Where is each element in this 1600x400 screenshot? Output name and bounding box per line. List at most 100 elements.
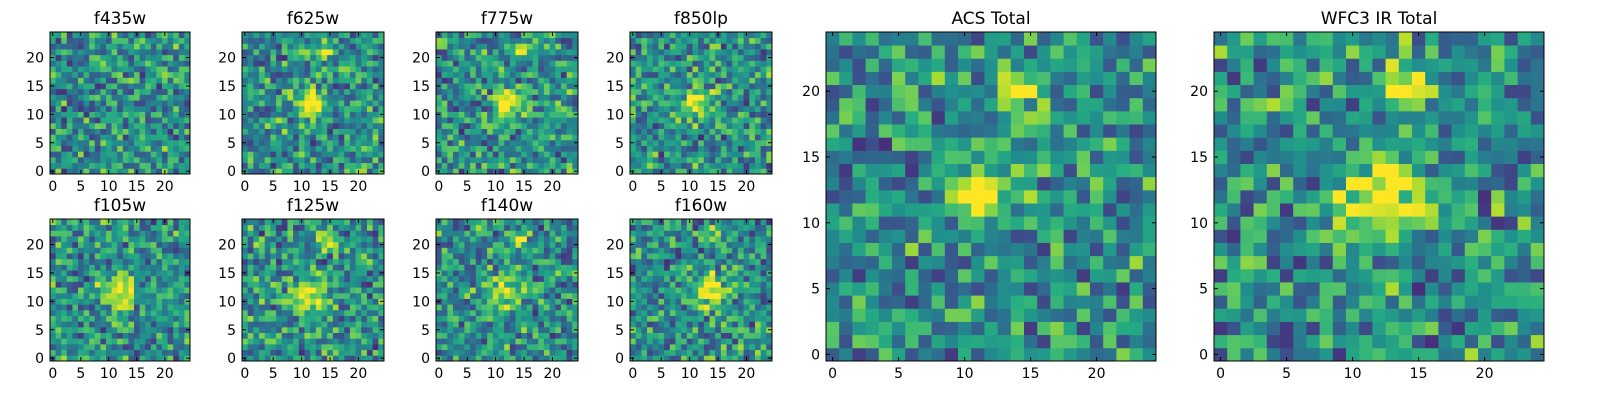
- heatmap-cell: [253, 100, 260, 107]
- heatmap-cell: [555, 349, 562, 356]
- heatmap-cell: [515, 43, 522, 50]
- heatmap-cell: [720, 321, 727, 328]
- heatmap-cell: [532, 349, 539, 356]
- heatmap-cell: [310, 145, 317, 152]
- heatmap-cell: [94, 349, 101, 356]
- heatmap-cell: [549, 275, 556, 282]
- heatmap-cell: [737, 54, 744, 61]
- heatmap-cell: [111, 168, 118, 175]
- heatmap-cell: [355, 253, 362, 260]
- heatmap-cell: [366, 37, 374, 44]
- heatmap-cell: [475, 66, 482, 73]
- heatmap-cell: [259, 105, 266, 112]
- heatmap-cell: [293, 77, 300, 84]
- heatmap-cell: [78, 315, 84, 322]
- heatmap-cell: [128, 54, 135, 61]
- heatmap-cell: [737, 77, 744, 84]
- heatmap-cell: [487, 111, 494, 118]
- y-tick-label: 0: [35, 351, 44, 367]
- heatmap-cell: [715, 134, 722, 141]
- heatmap-cell: [515, 54, 522, 61]
- heatmap-cell: [117, 304, 124, 311]
- heatmap-cell: [504, 258, 511, 265]
- heatmap-cell: [66, 349, 73, 356]
- heatmap-cell: [504, 349, 511, 356]
- heatmap-cell: [55, 298, 62, 305]
- heatmap-cell: [327, 43, 334, 50]
- heatmap-cell: [572, 219, 579, 226]
- heatmap-cell: [106, 270, 112, 277]
- heatmap-cell: [766, 304, 773, 311]
- heatmap-cell: [327, 349, 334, 356]
- heatmap-cell: [470, 326, 477, 333]
- heatmap-cell: [521, 343, 528, 351]
- heatmap-cell: [310, 224, 317, 231]
- heatmap-cell: [276, 224, 283, 231]
- heatmap-cell: [66, 32, 73, 39]
- heatmap-cell: [372, 71, 379, 78]
- heatmap-cell: [754, 309, 762, 316]
- heatmap-cell: [436, 100, 443, 107]
- heatmap-cell: [61, 128, 68, 135]
- heatmap-cell: [441, 287, 448, 294]
- heatmap-cell: [766, 105, 773, 112]
- heatmap-cell: [287, 139, 294, 146]
- heatmap-cell: [481, 145, 488, 152]
- heatmap-cell: [315, 100, 322, 107]
- heatmap-cell: [475, 287, 482, 294]
- heatmap-cell: [304, 139, 311, 146]
- heatmap-cell: [698, 298, 705, 305]
- heatmap-cell: [378, 264, 385, 271]
- heatmap-cell: [703, 88, 710, 95]
- heatmap-cell: [703, 37, 710, 44]
- heatmap-cell: [111, 281, 118, 288]
- heatmap-cell: [366, 162, 374, 169]
- heatmap-cell: [259, 349, 266, 356]
- heatmap-cell: [749, 304, 756, 311]
- heatmap-cell: [509, 219, 516, 226]
- heatmap-cell: [247, 71, 254, 78]
- heatmap-cell: [178, 292, 185, 299]
- heatmap-cell: [458, 230, 465, 237]
- y-tick-label: 15: [412, 266, 430, 282]
- heatmap-cell: [532, 117, 539, 124]
- heatmap-cell: [315, 315, 322, 322]
- heatmap-cell: [89, 139, 96, 146]
- heatmap-cell: [470, 304, 477, 311]
- heatmap-cell: [50, 224, 56, 231]
- heatmap-cell: [338, 43, 345, 50]
- heatmap-cell: [162, 105, 168, 112]
- heatmap-cell: [698, 100, 705, 107]
- heatmap-cell: [72, 332, 79, 339]
- heatmap-cell: [664, 54, 671, 61]
- heatmap-cell: [754, 128, 762, 135]
- heatmap-cell: [122, 304, 129, 311]
- heatmap-cell: [128, 111, 135, 118]
- heatmap-cell: [310, 355, 317, 362]
- heatmap-cell: [543, 83, 550, 90]
- heatmap-cell: [543, 139, 550, 146]
- heatmap-cell: [167, 224, 174, 231]
- heatmap-cell: [470, 54, 477, 61]
- heatmap-cell: [94, 224, 101, 231]
- heatmap-cell: [134, 241, 140, 248]
- heatmap-cell: [441, 66, 448, 73]
- heatmap-cell: [298, 128, 305, 135]
- heatmap-cell: [509, 304, 516, 311]
- heatmap-cell: [293, 236, 300, 243]
- heatmap-cell: [532, 236, 539, 243]
- heatmap-cell: [287, 111, 294, 118]
- heatmap-cell: [253, 241, 260, 248]
- heatmap-cell: [310, 338, 317, 345]
- heatmap-cell: [635, 338, 642, 345]
- heatmap-cell: [242, 309, 249, 316]
- heatmap-cell: [66, 264, 73, 271]
- heatmap-cell: [447, 304, 454, 311]
- heatmap-cell: [83, 304, 90, 311]
- heatmap-cell: [372, 162, 379, 169]
- heatmap-cell: [78, 247, 84, 254]
- heatmap-cell: [692, 117, 699, 124]
- heatmap-cell: [100, 338, 107, 345]
- heatmap-cell: [310, 270, 317, 277]
